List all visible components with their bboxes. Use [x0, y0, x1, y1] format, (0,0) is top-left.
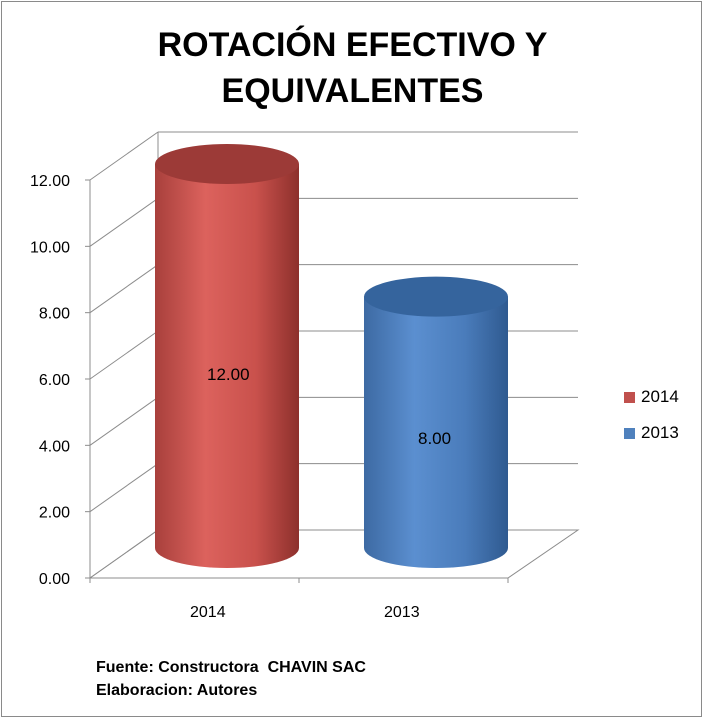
y-tick-label: 0.00 — [39, 571, 70, 588]
y-tick-label: 8.00 — [39, 306, 70, 323]
grid-diagonal — [89, 264, 159, 314]
y-tick-label: 10.00 — [30, 239, 70, 256]
x-tick-label: 2013 — [384, 604, 420, 621]
cylinder-top — [364, 276, 508, 317]
grid-diagonal — [89, 463, 159, 513]
cylinder-body — [155, 164, 299, 568]
legend-swatch-2014 — [624, 391, 635, 403]
chart-title: ROTACIÓN EFECTIVO Y EQUIVALENTES — [0, 22, 705, 114]
data-label: 12.00 — [207, 365, 250, 384]
y-tick-label: 4.00 — [39, 438, 70, 455]
y-tick-label: 6.00 — [39, 372, 70, 389]
footer: Fuente: Constructora CHAVIN SAC Elaborac… — [96, 656, 366, 702]
bar-2014 — [155, 144, 299, 568]
source-note: Fuente: Constructora CHAVIN SAC — [96, 659, 366, 676]
legend-item-2013: 2013 — [624, 422, 679, 444]
grid-diagonal — [89, 131, 159, 181]
legend: 2014 2013 — [624, 386, 679, 458]
grid-diagonal — [89, 330, 159, 380]
y-tick-label: 2.00 — [39, 505, 70, 522]
cylinder-top — [155, 144, 299, 184]
y-tick-label: 12.00 — [30, 173, 70, 190]
legend-label-2013: 2013 — [641, 423, 679, 442]
data-label: 8.00 — [418, 429, 451, 448]
grid-diagonal — [89, 396, 159, 446]
legend-swatch-2013 — [624, 427, 635, 439]
legend-label-2014: 2014 — [641, 387, 679, 406]
cylinder-body — [364, 296, 508, 568]
bar-layer — [155, 144, 508, 568]
author-note: Elaboracion: Autores — [96, 682, 258, 699]
bar-2013 — [364, 276, 508, 568]
grid-diagonal — [89, 197, 159, 247]
axis-layer: 0.00 2.00 4.00 6.00 8.00 10.00 12.00 — [30, 173, 509, 588]
chart-title-line-1: ROTACIÓN EFECTIVO Y — [157, 26, 548, 64]
x-tick-label: 2014 — [190, 604, 226, 621]
label-layer: 12.00 2014 8.00 2013 — [190, 365, 451, 621]
legend-item-2014: 2014 — [624, 386, 679, 408]
chart-title-line-2: EQUIVALENTES — [221, 72, 484, 110]
